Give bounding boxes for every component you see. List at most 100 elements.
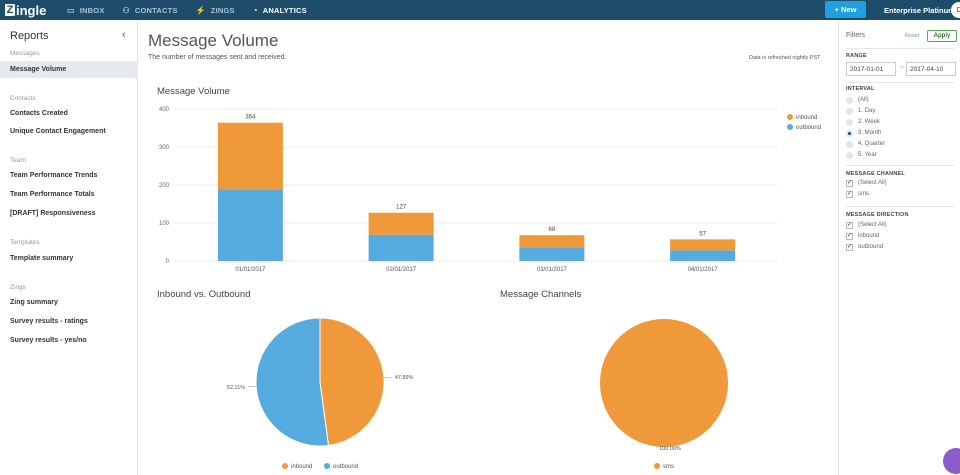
- sidebar-item-template-summary[interactable]: Template summary: [10, 255, 74, 262]
- channel-option[interactable]: ✓ sms: [846, 189, 869, 199]
- checkbox-checked-icon[interactable]: ✓: [846, 243, 853, 251]
- sidebar-item-contacts-created[interactable]: Contacts Created: [10, 110, 68, 117]
- radio-unchecked-icon[interactable]: [846, 107, 853, 115]
- filters-divider: [846, 165, 954, 166]
- direction-option[interactable]: ✓ outbound: [846, 242, 883, 252]
- nav-contacts[interactable]: ⚇ CONTACTS: [122, 5, 178, 15]
- logo-text: ingle: [16, 2, 47, 18]
- legend-outbound-icon: [324, 463, 330, 469]
- bar-chart-title: Message Volume: [157, 86, 230, 97]
- message-direction-label: MESSAGE DIRECTION: [846, 212, 909, 218]
- bar-outbound: [519, 247, 585, 261]
- sidebar-item-unique-contact-engagement[interactable]: Unique Contact Engagement: [10, 128, 106, 135]
- interval-option-label: 1. Day: [858, 108, 876, 114]
- sidebar-item-team-performance-totals[interactable]: Team Performance Totals: [10, 191, 95, 198]
- checkbox-checked-icon[interactable]: ✓: [846, 221, 853, 229]
- logo-mark-icon: Z: [5, 4, 15, 16]
- direction-option-label: (Select All): [858, 222, 887, 228]
- x-tick-label: 02/01/2017: [386, 267, 417, 273]
- legend-inbound-label: inbound: [291, 464, 312, 470]
- legend-sms-icon: [654, 463, 660, 469]
- avatar[interactable]: D: [951, 2, 960, 18]
- y-tick-label: 400: [159, 107, 170, 113]
- sidebar-item-message-volume[interactable]: Message Volume: [0, 61, 138, 78]
- collapse-sidebar-icon[interactable]: ‹: [122, 29, 126, 41]
- nav-inbox[interactable]: ▭ INBOX: [67, 5, 105, 15]
- interval-option[interactable]: 4. Quarter: [846, 139, 885, 149]
- message-channels-title: Message Channels: [500, 289, 582, 300]
- x-tick-label: 01/01/2017: [235, 267, 266, 273]
- interval-option-label: 5. Year: [858, 152, 877, 158]
- nav-analytics[interactable]: ◔ ANALYTICS: [252, 5, 307, 15]
- direction-pie-leader-line: [383, 376, 392, 379]
- charts-canvas: 0 100 200 300 400 364 01/01/2017 127 02/01/2017 6…: [159, 107, 821, 470]
- direction-option[interactable]: ✓ (Select All): [846, 220, 887, 230]
- bar-total-label: 364: [245, 115, 256, 121]
- chat-launcher-icon[interactable]: [943, 448, 960, 474]
- inbound-outbound-title: Inbound vs. Outbound: [157, 289, 251, 300]
- checkbox-checked-icon[interactable]: ✓: [846, 190, 853, 198]
- channel-pie-slice-sms: [600, 319, 728, 447]
- bar-total-label: 127: [396, 205, 407, 211]
- y-tick-label: 0: [166, 259, 170, 265]
- interval-label: INTERVAL: [846, 86, 875, 92]
- checkbox-checked-icon[interactable]: ✓: [846, 232, 853, 240]
- sidebar-item-draft-responsiveness[interactable]: [DRAFT] Responsiveness: [10, 210, 96, 217]
- y-tick-label: 100: [159, 221, 170, 227]
- direction-pie-slice-outbound: [255, 317, 330, 447]
- sidebar-section-zings: Zings: [10, 284, 26, 291]
- y-tick-label: 300: [159, 145, 170, 151]
- direction-pie-leader-line: [248, 385, 257, 388]
- filters-panel: Filters Reset Apply RANGE 2017-01-01 ~ 2…: [838, 20, 960, 475]
- checkbox-checked-icon[interactable]: ✓: [846, 179, 853, 187]
- interval-option[interactable]: 2. Week: [846, 117, 880, 127]
- radio-unchecked-icon[interactable]: [846, 118, 853, 126]
- bar-inbound: [368, 212, 434, 235]
- direction-option[interactable]: ✓ inbound: [846, 231, 879, 241]
- sidebar-item-survey-yes-no[interactable]: Survey results - yes/no: [10, 337, 87, 344]
- channel-option[interactable]: ✓ (Select All): [846, 178, 887, 188]
- radio-checked-icon[interactable]: [846, 129, 853, 137]
- sidebar-item-zing-summary[interactable]: Zing summary: [10, 299, 58, 306]
- account-name[interactable]: Enterprise Platinum: [884, 5, 955, 15]
- inbox-icon: ▭: [67, 5, 75, 15]
- sidebar-item-team-performance-trends[interactable]: Team Performance Trends: [10, 172, 98, 179]
- legend-outbound-label: outbound: [796, 125, 821, 131]
- nav-zings[interactable]: ⚡ ZINGS: [195, 5, 235, 15]
- sidebar-section-team: Team: [10, 157, 26, 164]
- analytics-icon: ◔: [252, 5, 258, 15]
- range-to-input[interactable]: 2017-04-10: [906, 62, 956, 76]
- page-subtitle: The number of messages sent and received…: [148, 54, 287, 61]
- legend-sms-label: sms: [663, 464, 674, 470]
- sidebar-section-templates: Templates: [10, 239, 40, 246]
- new-button[interactable]: + New: [825, 1, 866, 18]
- sidebar-section-messages: Messages: [10, 50, 40, 57]
- interval-option[interactable]: 3. Month: [846, 128, 881, 138]
- page-title: Message Volume: [148, 31, 279, 50]
- radio-unchecked-icon[interactable]: [846, 140, 853, 148]
- apply-button[interactable]: Apply: [927, 30, 957, 42]
- interval-option[interactable]: 5. Year: [846, 150, 877, 160]
- direction-pie-slice-label: 47.89%: [395, 375, 414, 381]
- range-separator: ~: [900, 65, 904, 71]
- legend-outbound-label: outbound: [333, 464, 358, 470]
- interval-option[interactable]: (All): [846, 95, 869, 105]
- filters-divider: [846, 48, 954, 49]
- refresh-note: Data is refreshed nightly PST: [749, 55, 821, 61]
- reset-link[interactable]: Reset: [905, 33, 920, 39]
- report-main: Message Volume The number of messages se…: [138, 20, 838, 475]
- range-from-input[interactable]: 2017-01-01: [846, 62, 896, 76]
- direction-pie-slice-inbound: [319, 317, 385, 447]
- bar-outbound: [368, 234, 434, 261]
- filters-divider: [846, 206, 954, 207]
- interval-option[interactable]: 1. Day: [846, 106, 875, 116]
- radio-unchecked-icon[interactable]: [846, 96, 853, 104]
- range-label: RANGE: [846, 53, 867, 59]
- bar-total-label: 57: [699, 231, 706, 237]
- bar-inbound: [670, 239, 736, 251]
- sidebar-item-survey-ratings[interactable]: Survey results - ratings: [10, 318, 88, 325]
- radio-unchecked-icon[interactable]: [846, 151, 853, 159]
- legend-inbound-icon: [787, 114, 793, 120]
